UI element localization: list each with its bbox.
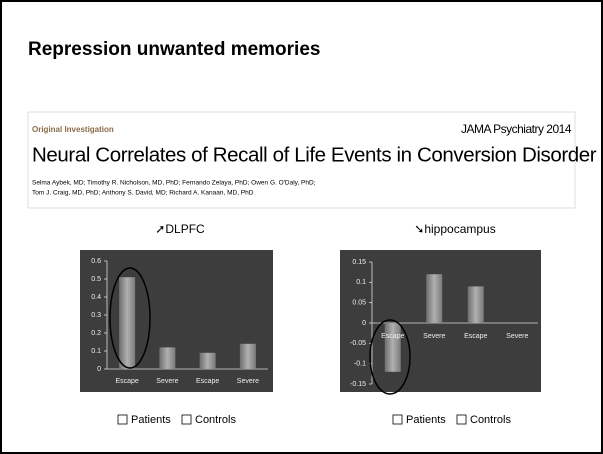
legend-label: Controls: [195, 414, 236, 426]
bar: [426, 274, 443, 323]
highlight-ellipse: [109, 267, 151, 369]
y-tick-label: 0.1: [91, 348, 101, 355]
slide-title: Repression unwanted memories: [28, 39, 320, 60]
x-tick-label: Escape: [115, 378, 138, 385]
paper-label: Original Investigation: [32, 125, 114, 134]
paper-journal: JAMA Psychiatry 2014: [461, 122, 572, 136]
paper-authors: Selma Aybek, MD; Timothy R. Nicholson, M…: [32, 180, 316, 187]
y-tick-label: 0.5: [91, 276, 101, 283]
legend-label: Patients: [406, 414, 446, 426]
y-tick-label: 0.3: [91, 312, 101, 319]
x-tick-label: Escape: [381, 333, 404, 340]
x-tick-label: Severe: [156, 378, 178, 385]
x-tick-label: Severe: [423, 333, 445, 340]
paper-authors: Tom J. Craig, MD, PhD; Anthony S. David,…: [32, 190, 254, 197]
y-tick-label: 0.4: [91, 294, 101, 301]
bar: [467, 286, 484, 323]
plot-background: [80, 250, 273, 392]
x-tick-label: Escape: [464, 333, 487, 340]
legend-label: Patients: [131, 414, 171, 426]
bar: [119, 277, 136, 369]
y-tick-label: 0: [362, 320, 366, 327]
legend-swatch: [181, 414, 192, 425]
x-tick-label: Severe: [237, 378, 259, 385]
x-tick-label: Severe: [506, 333, 528, 340]
highlight-ellipse: [369, 319, 411, 395]
x-tick-label: Escape: [196, 378, 219, 385]
chart-title: ➘hippocampus: [414, 222, 495, 236]
paper-title: Neural Correlates of Recall of Life Even…: [32, 143, 597, 166]
legend-swatch: [456, 414, 467, 425]
y-tick-label: 0.6: [91, 258, 101, 265]
y-tick-label: 0: [97, 366, 101, 373]
bar: [159, 347, 176, 369]
y-tick-label: -0.05: [350, 340, 366, 347]
legend-swatch: [117, 414, 128, 425]
legend-swatch: [392, 414, 403, 425]
y-tick-label: 0.2: [91, 330, 101, 337]
legend-label: Controls: [470, 414, 511, 426]
bar: [199, 352, 216, 369]
bar: [384, 323, 401, 372]
y-tick-label: -0.15: [350, 381, 366, 388]
chart-title: ➚DLPFC: [155, 222, 205, 236]
y-tick-label: 0.15: [352, 259, 366, 266]
y-tick-label: -0.1: [354, 361, 366, 368]
paper-box: [27, 111, 576, 209]
y-tick-label: 0.05: [352, 300, 366, 307]
bar: [239, 343, 256, 369]
y-tick-label: 0.1: [356, 279, 366, 286]
